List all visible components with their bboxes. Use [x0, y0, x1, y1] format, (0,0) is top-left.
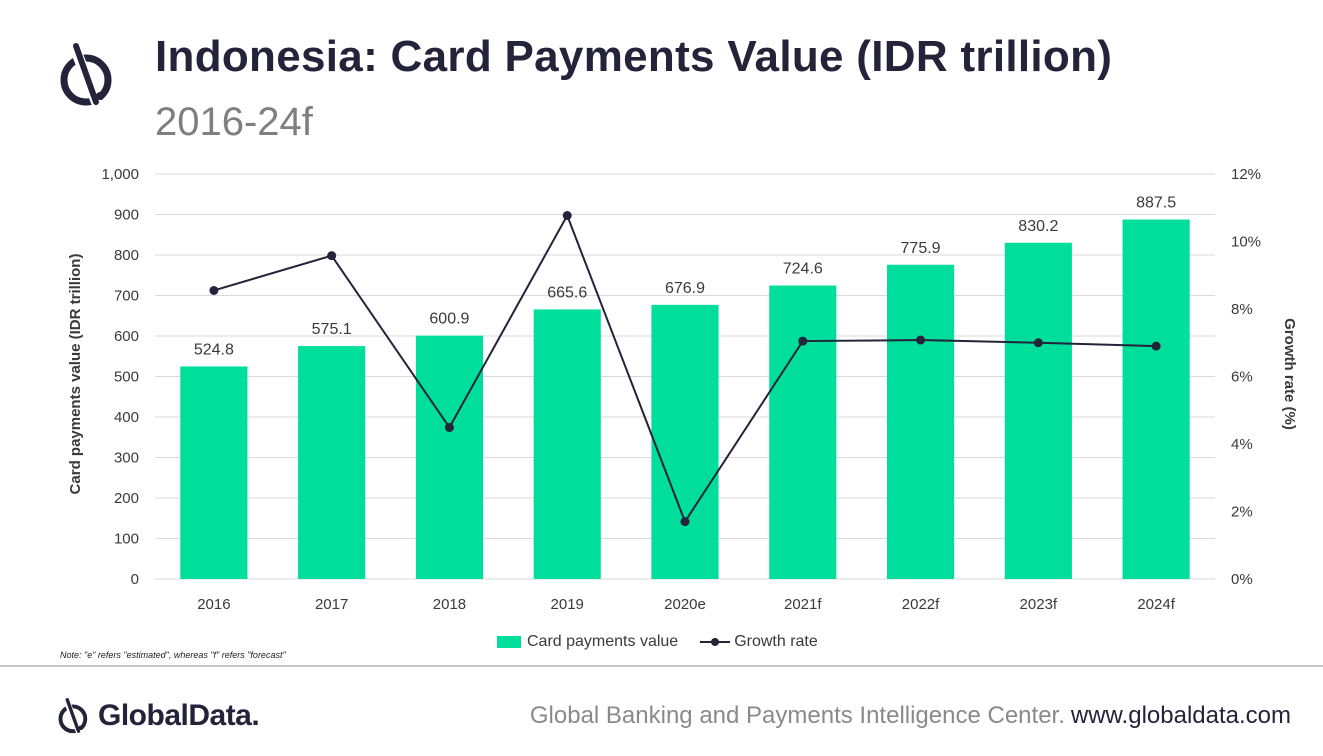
growth-rate-point	[680, 517, 690, 527]
bar	[180, 366, 248, 579]
footer-text: Global Banking and Payments Intelligence…	[530, 702, 1291, 730]
growth-rate-point	[916, 335, 926, 345]
bar	[1004, 242, 1072, 580]
chart-subtitle: 2016-24f	[155, 100, 313, 144]
x-tick-label: 2017	[315, 596, 348, 613]
bar-data-label: 830.2	[1018, 218, 1058, 235]
x-tick-label: 2018	[433, 596, 466, 613]
y2-tick-label: 2%	[1231, 504, 1253, 521]
y2-axis-title: Growth rate (%)	[1281, 318, 1298, 430]
footer-divider	[0, 665, 1323, 667]
globaldata-logo-icon	[60, 43, 112, 109]
header: Indonesia: Card Payments Value (IDR tril…	[0, 0, 1323, 160]
bar	[298, 346, 366, 579]
y-tick-label: 1,000	[101, 166, 139, 183]
bar-data-label: 575.1	[312, 321, 352, 338]
y2-tick-label: 8%	[1231, 301, 1253, 318]
y-tick-label: 800	[114, 247, 139, 264]
bar	[651, 304, 719, 579]
bar	[1122, 219, 1190, 579]
chart: 524.8 575.1 600.9 665.6 676.9 724.6 775.9 830.2…	[67, 166, 1298, 613]
bar-data-label: 600.9	[429, 311, 469, 328]
bar-data-label: 524.8	[194, 341, 234, 358]
growth-rate-point	[327, 251, 337, 261]
growth-rate-point	[798, 336, 808, 346]
bar	[769, 285, 837, 579]
bars	[180, 219, 1190, 580]
legend-line-swatch	[700, 636, 731, 648]
x-tick-label: 2021f	[784, 596, 822, 613]
bar	[533, 309, 601, 579]
y-tick-label: 400	[114, 409, 139, 426]
y-tick-label: 0	[131, 571, 139, 588]
x-tick-label: 2024f	[1137, 596, 1175, 613]
data-labels: 524.8 575.1 600.9 665.6 676.9 724.6 775.9 830.2…	[194, 195, 1176, 359]
legend-bar-swatch	[497, 636, 521, 648]
bar-data-label: 887.5	[1136, 195, 1176, 212]
footer-logo: GlobalData.	[56, 690, 260, 742]
legend-line-label: Growth rate	[734, 633, 818, 650]
footnote: Note: "e" refers "estimated", whereas "f…	[60, 650, 286, 660]
growth-rate-point	[1033, 338, 1043, 348]
growth-rate-point	[562, 211, 572, 221]
growth-line	[209, 211, 1161, 527]
bar-data-label: 775.9	[901, 240, 941, 257]
y2-tick-label: 10%	[1231, 234, 1261, 251]
legend: Card payments value Growth rate	[497, 632, 840, 652]
growth-rate-point	[1151, 341, 1161, 351]
y-tick-label: 900	[114, 207, 139, 224]
y-axis-title: Card payments value (IDR trillion)	[67, 254, 84, 495]
y2-tick-label: 12%	[1231, 166, 1261, 183]
x-tick-label: 2019	[551, 596, 584, 613]
footer-url-link[interactable]: www.globaldata.com	[1070, 702, 1291, 729]
y-tick-label: 500	[114, 369, 139, 386]
legend-item-bar: Card payments value	[497, 633, 678, 651]
legend-bar-label: Card payments value	[527, 633, 679, 650]
x-tick-label: 2022f	[902, 596, 940, 613]
y-tick-label: 300	[114, 450, 139, 467]
y2-tick-label: 6%	[1231, 369, 1253, 386]
bar	[886, 264, 955, 579]
footer-center-text: Global Banking and Payments Intelligence…	[529, 702, 1065, 729]
footer-brand: GlobalData.	[98, 699, 260, 732]
y2-tick-label: 4%	[1231, 436, 1253, 453]
y-tick-label: 700	[114, 288, 139, 305]
x-tick-label: 2023f	[1020, 596, 1058, 613]
bar-data-label: 665.6	[547, 284, 587, 301]
y-axis-ticks: 0 100 200 300 400 500 600 700 800 900 1,000	[101, 166, 139, 588]
globaldata-logo-icon	[58, 698, 88, 735]
bar	[415, 335, 484, 579]
x-tick-label: 2020e	[664, 596, 706, 613]
bar-data-label: 724.6	[783, 261, 823, 278]
y-tick-label: 200	[114, 490, 139, 507]
y2-tick-label: 0%	[1231, 571, 1253, 588]
y-tick-label: 100	[114, 531, 139, 548]
x-tick-label: 2016	[197, 596, 230, 613]
growth-rate-point	[209, 285, 219, 295]
growth-rate-point	[444, 422, 454, 432]
bar-data-label: 676.9	[665, 280, 705, 297]
chart-title: Indonesia: Card Payments Value (IDR tril…	[155, 32, 1113, 81]
legend-item-line: Growth rate	[700, 633, 818, 651]
x-axis-ticks: 2016 2017 2018 2019 2020e 2021f 2022f 2023f 2024…	[197, 596, 1176, 613]
y2-axis-ticks: 0% 2% 4% 6% 8% 10% 12%	[1231, 166, 1261, 588]
y-tick-label: 600	[114, 328, 139, 345]
